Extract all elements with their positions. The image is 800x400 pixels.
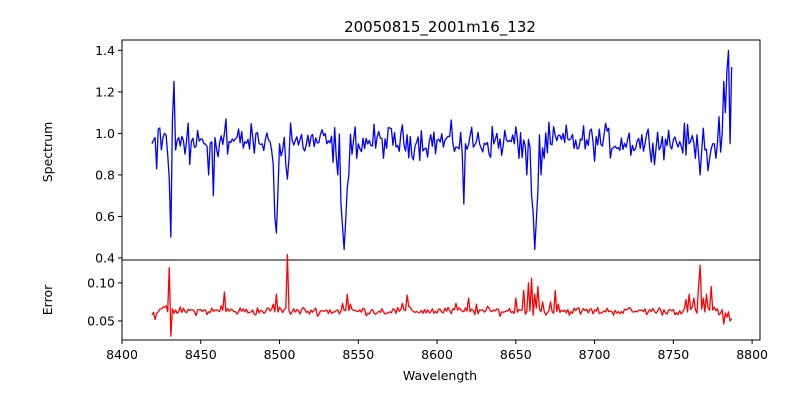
x-tick-label: 8800 (736, 347, 768, 362)
spectrum-y-tick-label: 1.0 (95, 126, 115, 141)
x-tick-label: 8400 (106, 347, 138, 362)
spectrum-series-group (151, 49, 733, 251)
x-ticks: 8400 8450 8500 8550 8600 8650 8700 8750 8800 (106, 340, 768, 362)
spectrum-y-ticks: 0.4 0.6 0.8 1.0 1.2 1.4 (95, 43, 122, 265)
error-y-tick-label: 0.10 (87, 275, 115, 290)
spectrum-y-axis-label: Spectrum (40, 122, 55, 183)
error-y-tick-label: 0.05 (87, 313, 115, 328)
spectrum-panel: 0.4 0.6 0.8 1.0 1.2 1.4 (95, 39, 761, 265)
x-tick-label: 8450 (185, 347, 217, 362)
error-series-line (151, 254, 733, 337)
error-panel: 0.05 0.10 (87, 254, 761, 341)
chart-title: 20050815_2001m16_132 (344, 18, 536, 37)
x-tick-label: 8550 (342, 347, 374, 362)
spectrum-y-tick-label: 0.8 (95, 167, 115, 182)
x-tick-label: 8750 (657, 347, 689, 362)
spectrum-y-tick-label: 1.4 (95, 43, 115, 58)
x-tick-label: 8600 (421, 347, 453, 362)
x-tick-label: 8500 (264, 347, 296, 362)
spectrum-y-tick-label: 0.6 (95, 209, 115, 224)
x-axis-label: Wavelength (403, 368, 477, 383)
x-tick-label: 8650 (500, 347, 532, 362)
error-y-axis-label: Error (40, 284, 55, 315)
error-y-ticks: 0.05 0.10 (87, 275, 122, 328)
error-axes-frame (121, 259, 761, 341)
spectrum-y-tick-label: 0.4 (95, 250, 115, 265)
spectrum-series-line (151, 49, 733, 251)
spectrum-y-tick-label: 1.2 (95, 84, 115, 99)
error-series-group (151, 254, 733, 337)
x-tick-label: 8700 (579, 347, 611, 362)
